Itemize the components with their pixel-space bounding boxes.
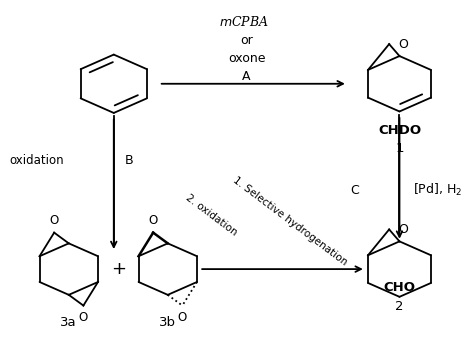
Text: 1: 1 <box>395 143 404 155</box>
Text: 3a: 3a <box>61 316 77 329</box>
Text: oxone: oxone <box>228 52 265 64</box>
Text: CHO: CHO <box>383 282 416 294</box>
Text: O: O <box>79 311 88 324</box>
Text: 1. Selective hydrogenation: 1. Selective hydrogenation <box>231 175 349 268</box>
Text: +: + <box>111 260 126 278</box>
Text: or: or <box>240 34 253 47</box>
Text: $m$CPBA: $m$CPBA <box>219 15 269 29</box>
Text: [Pd], H$_2$: [Pd], H$_2$ <box>413 182 462 198</box>
Text: A: A <box>242 70 251 83</box>
Text: 3b: 3b <box>159 316 176 329</box>
Text: B: B <box>125 154 134 167</box>
Text: O: O <box>148 215 158 227</box>
Text: 2. oxidation: 2. oxidation <box>183 192 238 237</box>
Text: C: C <box>350 184 359 197</box>
Text: 2: 2 <box>395 300 404 313</box>
Text: oxidation: oxidation <box>9 154 64 167</box>
Text: O: O <box>50 215 59 227</box>
Text: O: O <box>398 38 408 51</box>
Text: CHDO: CHDO <box>378 124 421 137</box>
Text: O: O <box>398 223 408 236</box>
Text: O: O <box>178 311 187 324</box>
